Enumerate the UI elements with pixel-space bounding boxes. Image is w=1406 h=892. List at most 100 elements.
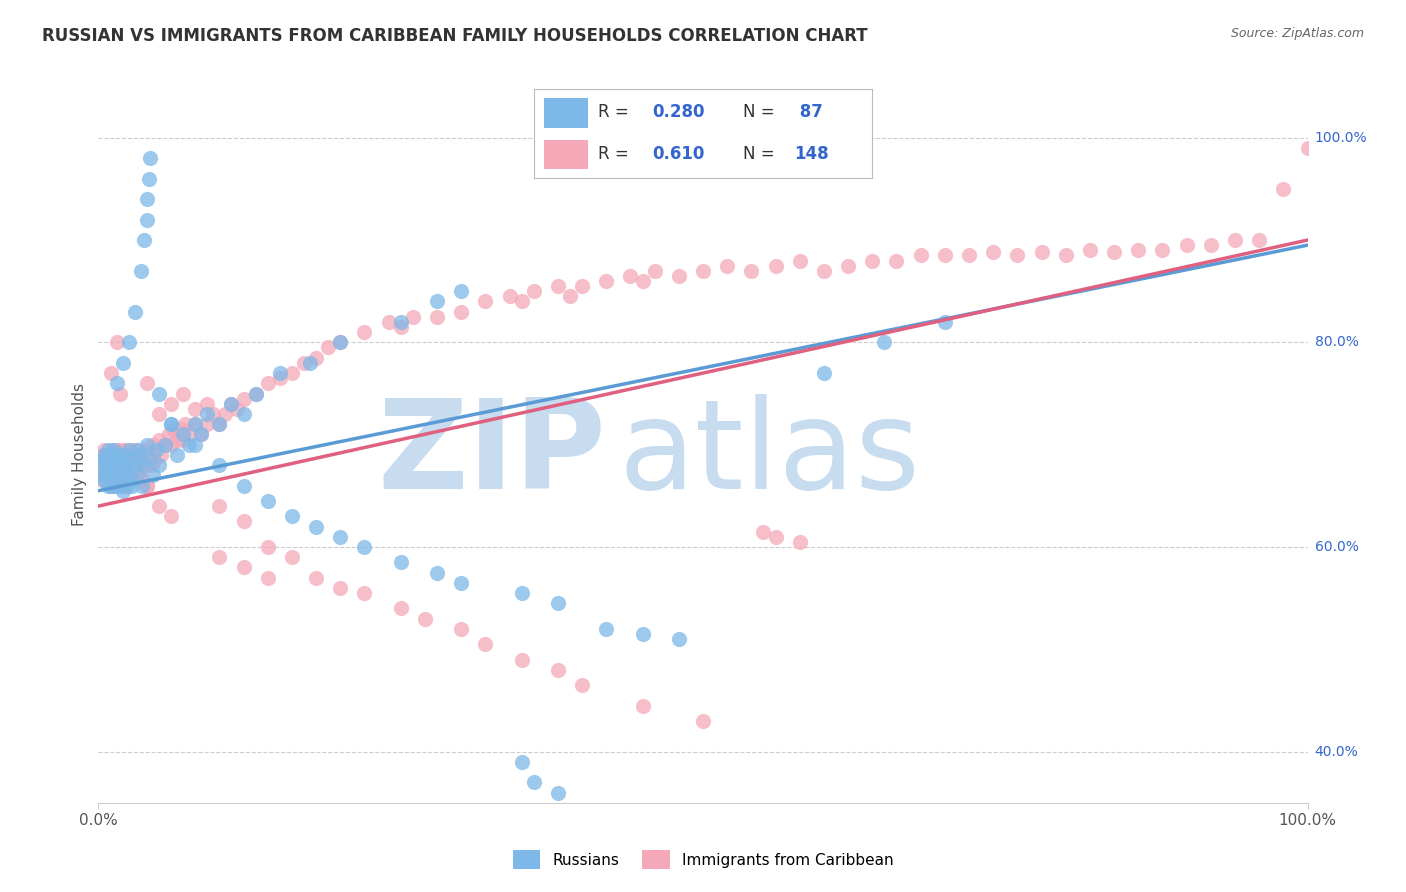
- Point: [160, 417, 183, 432]
- Point: [114, 468, 136, 483]
- Text: R =: R =: [599, 145, 634, 163]
- Point: [100, 366, 122, 380]
- Point: [329, 530, 352, 544]
- Point: [292, 356, 315, 370]
- Point: [100, 448, 122, 462]
- Point: [389, 320, 412, 334]
- Point: [631, 698, 654, 713]
- Point: [886, 253, 908, 268]
- Point: [631, 274, 654, 288]
- Point: [389, 315, 412, 329]
- Point: [111, 356, 134, 370]
- Point: [143, 453, 166, 467]
- Point: [1152, 244, 1174, 258]
- Point: [221, 397, 243, 411]
- Point: [510, 294, 533, 309]
- Point: [1054, 248, 1077, 262]
- Point: [104, 468, 127, 483]
- Point: [135, 438, 157, 452]
- Point: [1249, 233, 1271, 247]
- Point: [157, 427, 180, 442]
- Text: Source: ZipAtlas.com: Source: ZipAtlas.com: [1230, 27, 1364, 40]
- Point: [353, 586, 375, 600]
- Point: [619, 268, 641, 283]
- Point: [148, 407, 170, 421]
- Point: [214, 407, 236, 421]
- Point: [98, 463, 121, 477]
- Point: [160, 397, 183, 411]
- Point: [104, 463, 127, 477]
- Point: [329, 335, 352, 350]
- Point: [177, 427, 201, 442]
- Point: [305, 519, 328, 533]
- Point: [127, 468, 149, 483]
- Point: [103, 448, 125, 462]
- Point: [160, 417, 183, 432]
- Point: [256, 376, 278, 391]
- Text: N =: N =: [744, 145, 780, 163]
- Point: [571, 279, 593, 293]
- Point: [232, 407, 254, 421]
- Point: [124, 458, 146, 472]
- Point: [93, 474, 115, 488]
- Point: [97, 448, 120, 462]
- Point: [305, 351, 328, 365]
- Bar: [544, 98, 588, 128]
- Point: [668, 268, 690, 283]
- Point: [96, 453, 118, 467]
- Point: [139, 151, 162, 165]
- Point: [135, 192, 157, 206]
- Point: [142, 468, 165, 483]
- Point: [740, 264, 762, 278]
- Point: [245, 386, 267, 401]
- Point: [208, 458, 231, 472]
- Point: [129, 453, 152, 467]
- Point: [135, 478, 157, 492]
- Point: [547, 663, 569, 677]
- Text: N =: N =: [744, 103, 780, 121]
- Point: [114, 478, 136, 492]
- Point: [353, 540, 375, 554]
- Point: [117, 458, 139, 472]
- Point: [120, 442, 142, 457]
- Point: [135, 212, 157, 227]
- Point: [91, 448, 114, 462]
- Text: atlas: atlas: [619, 394, 921, 516]
- Point: [256, 494, 278, 508]
- Point: [813, 264, 835, 278]
- Point: [184, 417, 207, 432]
- Point: [190, 427, 212, 442]
- Point: [316, 341, 339, 355]
- Text: 87: 87: [794, 103, 823, 121]
- Text: RUSSIAN VS IMMIGRANTS FROM CARIBBEAN FAMILY HOUSEHOLDS CORRELATION CHART: RUSSIAN VS IMMIGRANTS FROM CARIBBEAN FAM…: [42, 27, 868, 45]
- Point: [232, 515, 254, 529]
- Point: [148, 386, 170, 401]
- Point: [138, 448, 160, 462]
- Point: [305, 571, 328, 585]
- Point: [135, 376, 157, 391]
- Point: [765, 259, 787, 273]
- Point: [256, 540, 278, 554]
- Point: [510, 652, 533, 666]
- Text: ZIP: ZIP: [378, 394, 606, 516]
- Point: [131, 474, 153, 488]
- Point: [118, 335, 141, 350]
- Point: [474, 637, 496, 651]
- Point: [172, 386, 194, 401]
- Point: [631, 627, 654, 641]
- Point: [329, 581, 352, 595]
- Point: [90, 458, 112, 472]
- Point: [232, 392, 254, 406]
- Point: [110, 478, 132, 492]
- Point: [389, 555, 412, 569]
- Point: [124, 304, 146, 318]
- Point: [208, 417, 231, 432]
- Point: [127, 448, 149, 462]
- Point: [93, 448, 115, 462]
- Point: [202, 407, 225, 421]
- Point: [957, 248, 980, 262]
- Point: [111, 458, 134, 472]
- Point: [498, 289, 520, 303]
- Point: [571, 678, 593, 692]
- Point: [162, 422, 184, 436]
